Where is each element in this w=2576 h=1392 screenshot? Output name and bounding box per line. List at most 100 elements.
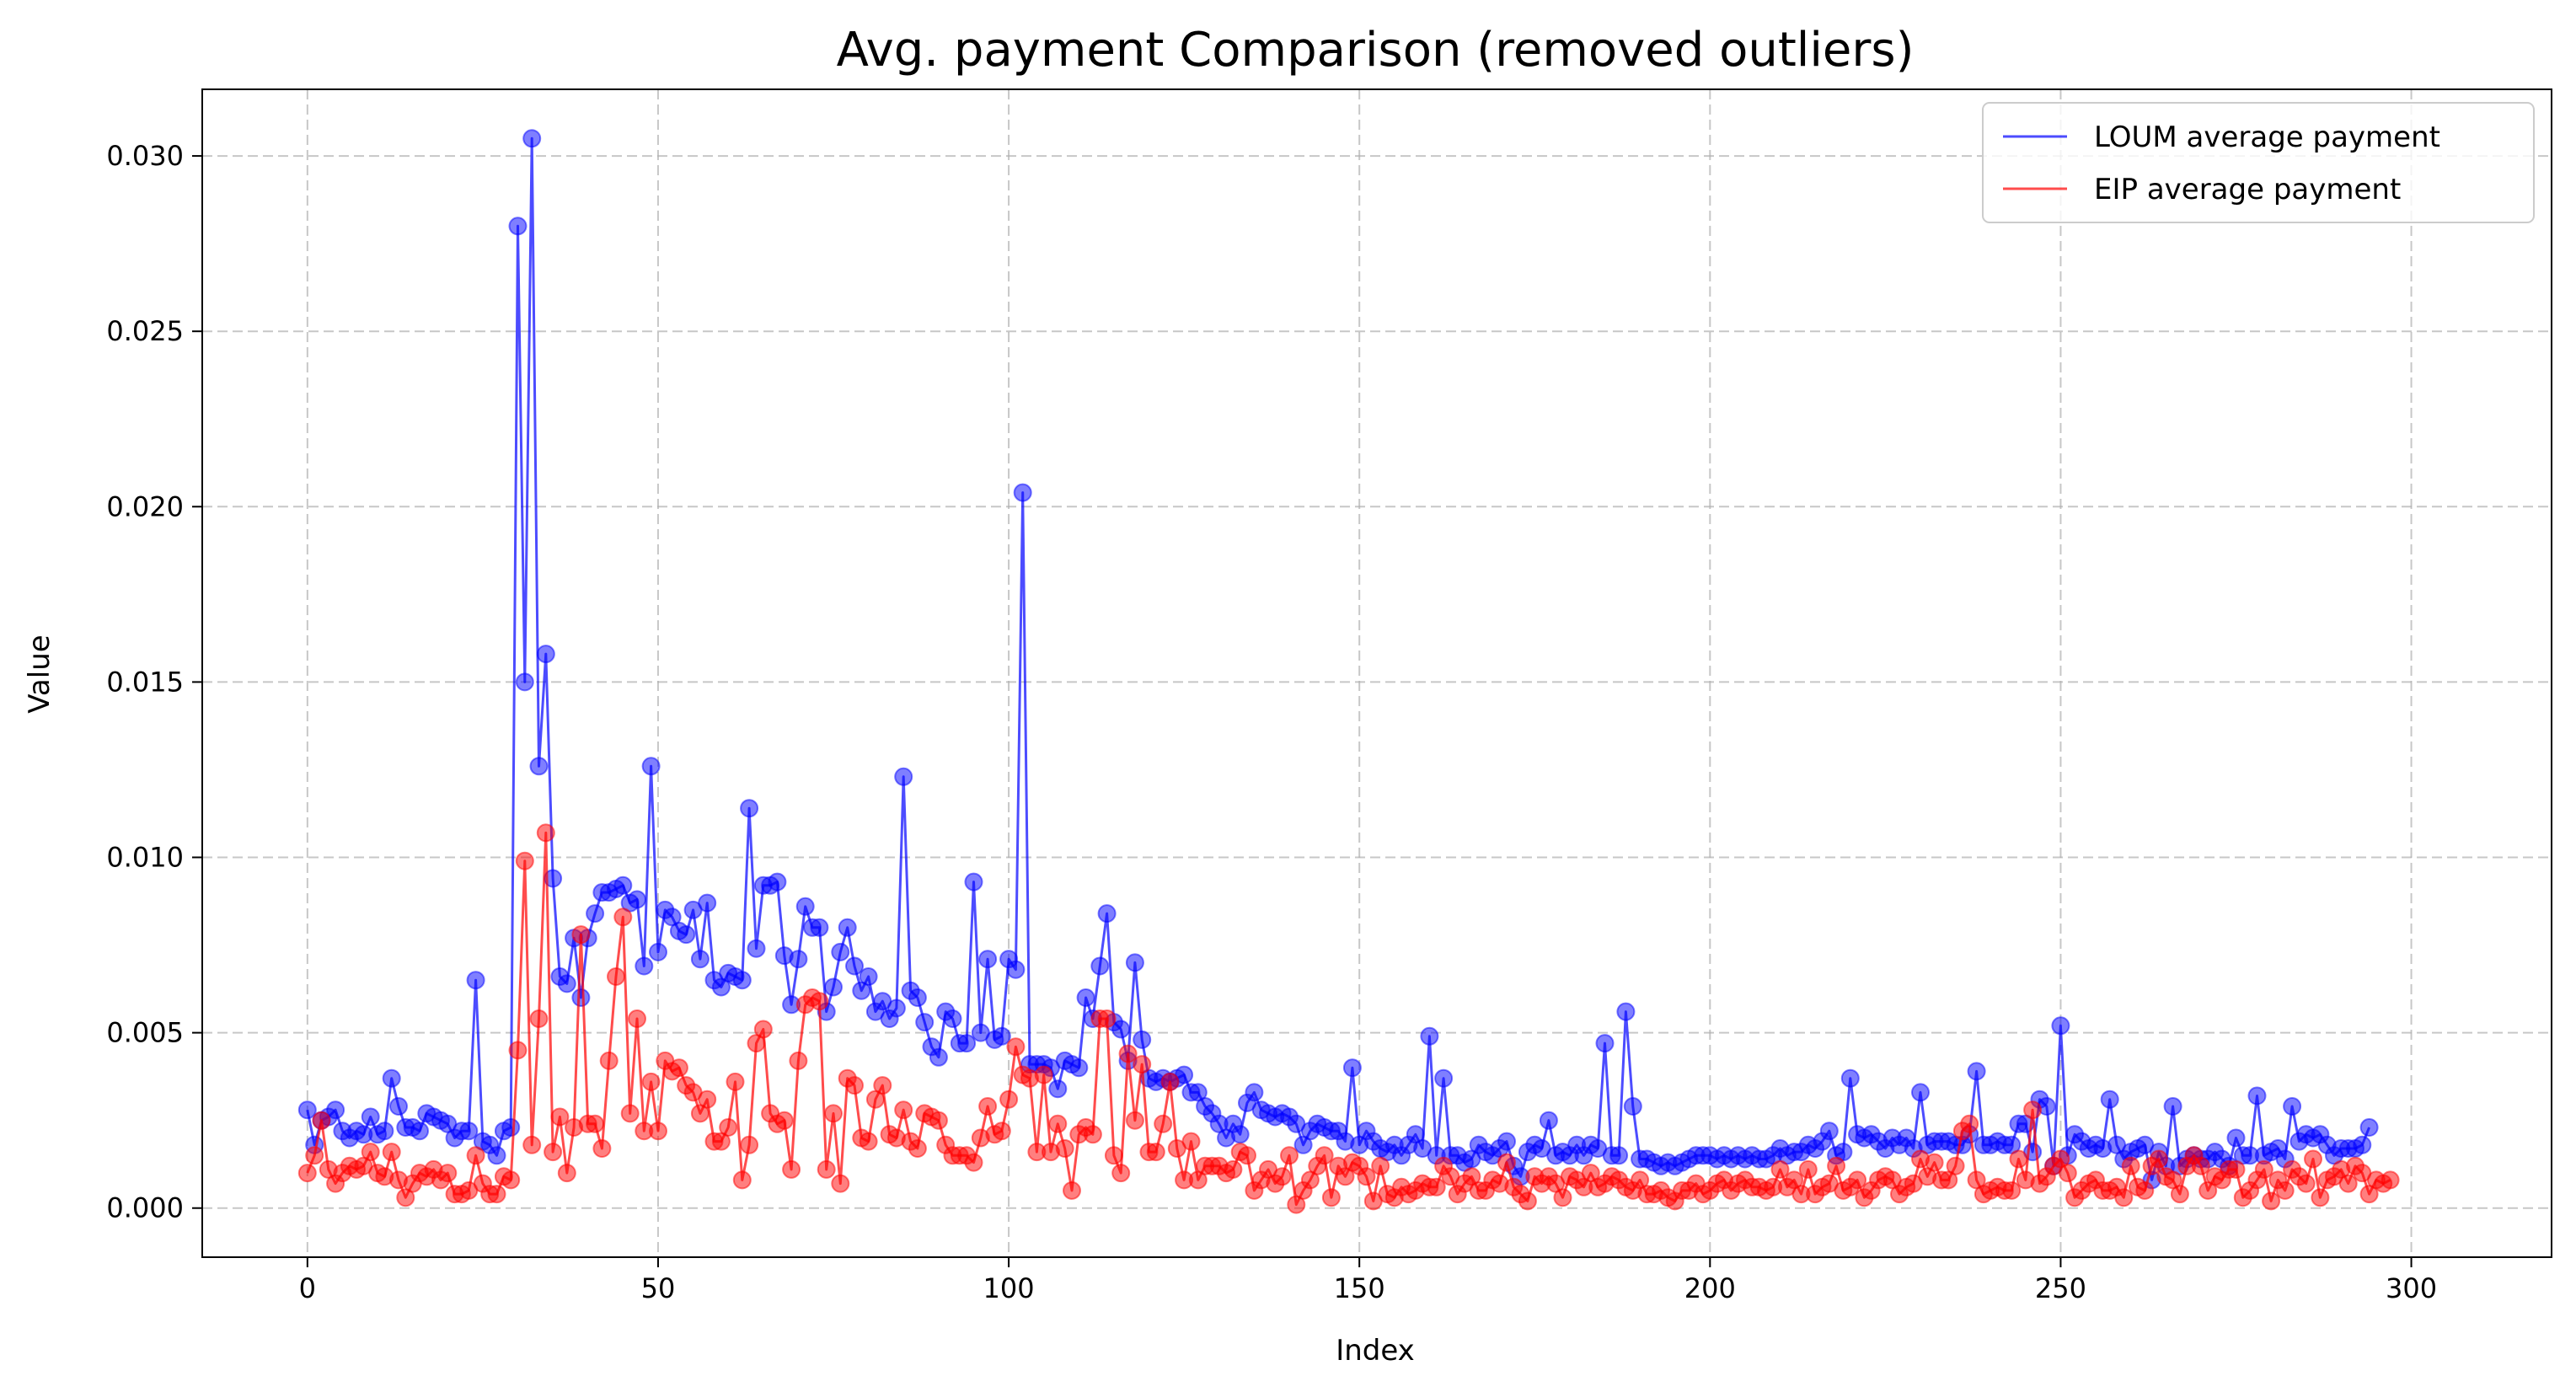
data-point	[774, 1111, 794, 1130]
data-point	[515, 672, 534, 692]
data-point	[698, 893, 717, 913]
x-tick-label: 100	[983, 1272, 1035, 1304]
data-point	[1181, 1132, 1201, 1151]
data-point	[2009, 1149, 2028, 1169]
data-point	[1083, 1125, 1102, 1144]
data-point	[2254, 1159, 2273, 1179]
data-point	[297, 1100, 317, 1120]
data-point	[361, 1143, 380, 1162]
data-point	[845, 1076, 864, 1095]
data-point	[698, 1090, 717, 1109]
y-tick-label: 0.005	[106, 1017, 184, 1049]
data-point	[1097, 1009, 1117, 1028]
y-tick-label: 0.020	[106, 490, 184, 522]
data-point	[466, 971, 485, 990]
data-point	[501, 1118, 521, 1137]
data-point	[2226, 1159, 2246, 1179]
data-point	[964, 1153, 983, 1172]
x-tick-label: 250	[2035, 1272, 2086, 1304]
data-point	[1497, 1132, 1516, 1151]
data-point	[929, 1111, 948, 1130]
data-point	[305, 1146, 324, 1165]
data-point	[719, 1118, 738, 1137]
data-point	[1069, 1058, 1089, 1078]
data-point	[1427, 1177, 1446, 1197]
data-point	[1539, 1111, 1558, 1130]
data-point	[894, 1100, 913, 1120]
data-point	[515, 851, 534, 870]
data-point	[929, 1047, 948, 1067]
data-point	[536, 645, 555, 664]
data-point	[1420, 1026, 1439, 1046]
data-point	[586, 904, 605, 924]
data-point	[1125, 1111, 1144, 1130]
data-point	[1097, 904, 1117, 924]
data-point	[1623, 1097, 1642, 1116]
chart-title: Avg. payment Comparison (removed outlier…	[837, 23, 1915, 78]
data-point	[2023, 1100, 2043, 1120]
data-point	[635, 956, 654, 976]
data-point	[1960, 1114, 1979, 1133]
data-point	[978, 1097, 998, 1116]
data-point	[894, 767, 913, 786]
data-point	[326, 1100, 345, 1120]
data-point	[1034, 1065, 1053, 1084]
data-point	[1840, 1068, 1860, 1088]
data-point	[620, 1104, 640, 1123]
data-point	[375, 1122, 394, 1141]
data-point	[2226, 1128, 2246, 1148]
data-point	[382, 1143, 401, 1162]
data-point	[1315, 1146, 1334, 1165]
data-point	[908, 988, 927, 1007]
data-point	[740, 1135, 759, 1154]
data-point	[1154, 1114, 1173, 1133]
legend-label: LOUM average payment	[2094, 120, 2440, 154]
data-point	[1518, 1191, 1537, 1211]
plot-frame	[201, 88, 2552, 1258]
data-point	[2191, 1156, 2210, 1175]
data-point	[1357, 1167, 1376, 1186]
data-point	[1497, 1153, 1516, 1172]
data-point	[732, 971, 752, 990]
data-point	[1595, 1034, 1615, 1053]
data-point	[677, 925, 696, 945]
x-tick-label: 150	[1334, 1272, 1385, 1304]
data-point	[571, 988, 591, 1007]
data-point	[1224, 1159, 1243, 1179]
data-point	[438, 1164, 458, 1183]
data-point	[1104, 1146, 1123, 1165]
data-point	[2353, 1135, 2372, 1154]
data-point	[831, 1174, 850, 1193]
data-point	[1553, 1188, 1572, 1207]
data-point	[2338, 1174, 2358, 1193]
data-point	[487, 1185, 506, 1204]
data-point	[1055, 1139, 1074, 1158]
data-point	[2262, 1191, 2281, 1211]
axes: 0 50 100 150 200 250 300 0.000 0.005 0.010 0.015 0.…	[106, 140, 2437, 1304]
data-point	[1133, 1055, 1152, 1074]
y-tick-label: 0.030	[106, 140, 184, 172]
data-point	[1048, 1079, 1068, 1099]
data-point	[522, 1135, 542, 1154]
data-point	[487, 1146, 506, 1165]
data-point	[382, 1068, 401, 1088]
data-point	[810, 918, 829, 937]
data-point	[795, 897, 815, 916]
data-point	[2114, 1188, 2134, 1207]
legend-label: EIP average payment	[2094, 173, 2401, 206]
data-point	[1342, 1058, 1362, 1078]
data-point	[2247, 1086, 2267, 1106]
data-point	[2381, 1170, 2400, 1190]
data-point	[459, 1122, 479, 1141]
x-axis-label: Index	[1336, 1334, 1415, 1368]
data-point	[1321, 1188, 1341, 1207]
data-point	[1911, 1083, 1930, 1102]
data-point	[529, 1009, 549, 1028]
x-tick-label: 300	[2386, 1272, 2437, 1304]
data-point	[312, 1111, 331, 1130]
data-point	[641, 1072, 661, 1091]
data-point	[753, 1020, 773, 1039]
series-eip	[297, 823, 2400, 1214]
data-point	[873, 1076, 892, 1095]
data-point	[992, 1122, 1011, 1141]
